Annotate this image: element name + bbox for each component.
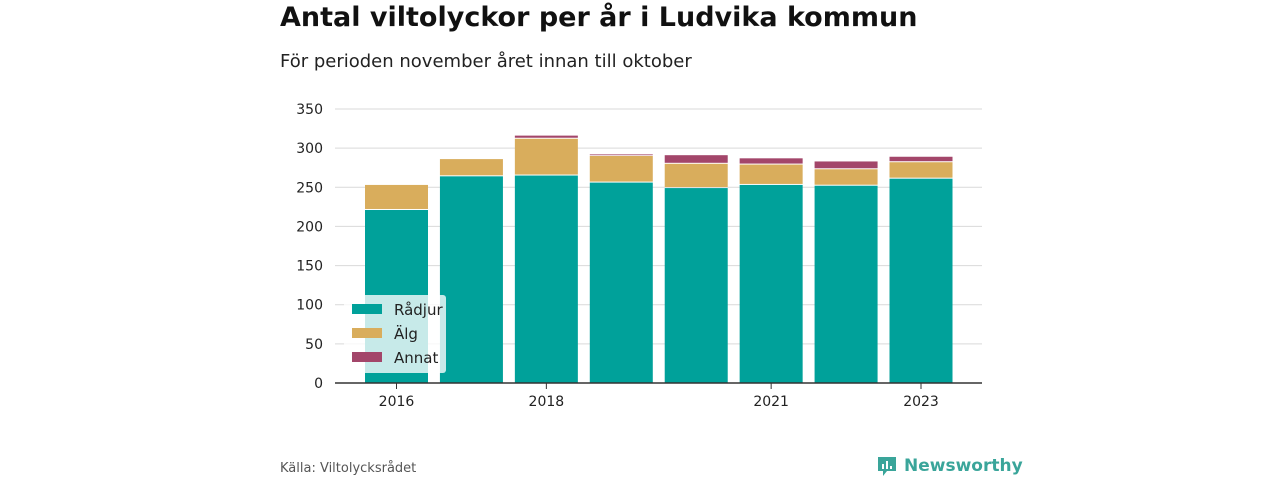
bar-segment — [664, 188, 728, 383]
brand[interactable]: Newsworthy — [876, 455, 1023, 477]
bar-segment — [814, 161, 878, 169]
bar-stack — [814, 161, 878, 383]
bar-segment — [514, 138, 578, 175]
legend-swatch — [352, 304, 382, 314]
y-tick-label: 250 — [296, 180, 323, 196]
bar-stack — [514, 135, 578, 383]
legend-label: Annat — [394, 349, 438, 367]
bar-stack — [889, 156, 953, 383]
brand-name: Newsworthy — [904, 456, 1023, 476]
bar-segment — [739, 164, 803, 184]
x-axis-ticks: 2016 2018 2021 2023 — [379, 383, 939, 410]
stacked-bar-chart: 0 50 100 150 200 250 300 350 2016 2018 2021 2023 R… — [296, 102, 982, 410]
bar-segment — [814, 185, 878, 383]
bars — [365, 135, 953, 383]
bar-segment — [889, 178, 953, 383]
bar-stack — [664, 155, 728, 383]
bar-segment — [365, 184, 428, 209]
legend-swatch — [352, 352, 382, 362]
legend: Rådjur Älg Annat — [344, 295, 446, 373]
bar-segment — [739, 184, 803, 383]
legend-label: Älg — [394, 324, 418, 343]
bar-segment — [664, 155, 728, 163]
bar-segment — [589, 182, 653, 383]
y-tick-label: 100 — [296, 298, 323, 314]
y-tick-label: 200 — [296, 219, 323, 235]
chart-subtitle: För perioden november året innan till ok… — [280, 51, 692, 72]
bar-stack — [439, 159, 503, 383]
bar-segment — [589, 155, 653, 182]
y-tick-label: 50 — [305, 337, 323, 353]
bar-chart-logo-icon — [878, 457, 896, 476]
legend-swatch — [352, 328, 382, 338]
bar-stack — [739, 158, 803, 383]
bar-segment — [439, 159, 503, 176]
chart-title: Antal viltolyckor per år i Ludvika kommu… — [280, 2, 918, 33]
bar-segment — [814, 169, 878, 185]
bar-segment — [889, 156, 953, 162]
y-tick-label: 150 — [296, 259, 323, 275]
bar-segment — [889, 162, 953, 178]
bar-stack — [589, 154, 653, 383]
bar-segment — [514, 135, 578, 138]
x-tick-label: 2021 — [753, 394, 789, 410]
x-tick-label: 2016 — [379, 394, 415, 410]
bar-segment — [439, 176, 503, 383]
y-tick-label: 300 — [296, 141, 323, 157]
x-tick-label: 2018 — [529, 394, 565, 410]
bar-segment — [514, 175, 578, 383]
legend-label: Rådjur — [394, 301, 443, 319]
source-note: Källa: Viltolycksrådet — [280, 461, 417, 476]
y-axis-ticks: 0 50 100 150 200 250 300 350 — [296, 102, 323, 392]
bar-segment — [589, 154, 653, 156]
bar-segment — [739, 158, 803, 164]
y-tick-label: 0 — [314, 376, 323, 392]
y-tick-label: 350 — [296, 102, 323, 118]
bar-segment — [664, 163, 728, 188]
x-tick-label: 2023 — [903, 394, 939, 410]
